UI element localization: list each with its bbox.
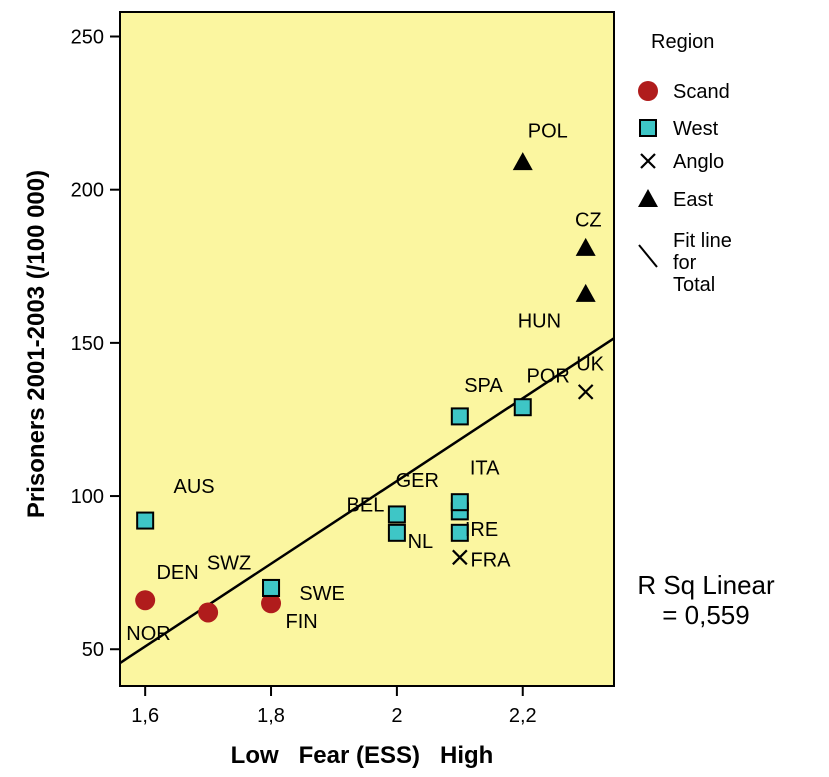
data-point-east: [575, 237, 596, 256]
legend-marker-fit-line: [638, 244, 658, 268]
legend-label: East: [673, 189, 713, 211]
legend-label: Total: [673, 274, 715, 296]
data-point-west: [136, 511, 155, 530]
point-label: NOR: [126, 623, 170, 645]
legend-label: Anglo: [673, 151, 724, 173]
data-point-scand: [261, 593, 282, 614]
point-label: POL: [528, 121, 568, 143]
data-point-scand: [135, 590, 156, 611]
data-point-west: [387, 523, 406, 542]
data-point-east: [512, 152, 533, 171]
x-tick-label: 2: [391, 705, 402, 727]
point-label: FRA: [471, 550, 512, 572]
legend-marker-anglo: [640, 153, 656, 169]
legend-label: Fit line: [673, 230, 732, 252]
data-points: [135, 152, 596, 623]
data-point-west: [450, 523, 469, 542]
data-point-anglo: [452, 549, 468, 566]
data-point-west: [450, 407, 469, 426]
x-tick-label: 1,6: [131, 705, 159, 727]
point-label: FIN: [286, 611, 318, 633]
y-tick-label: 200: [71, 180, 104, 202]
y-axis-title: Prisoners 2001-2003 (/100 000): [23, 170, 50, 518]
point-label: SPA: [464, 375, 503, 397]
point-label: SWE: [299, 583, 345, 605]
y-tick-label: 150: [71, 333, 104, 355]
legend-label: West: [673, 118, 719, 140]
point-label: UK: [576, 353, 604, 375]
point-label: ITA: [470, 458, 500, 480]
legend-label: Scand: [673, 81, 730, 103]
plot-area: [119, 11, 615, 687]
point-labels: AUS DEN SWZ NOR SWE FIN BEL GER NL ITA IRE FRA SPA PO…: [126, 121, 604, 645]
point-label: AUS: [173, 476, 214, 498]
point-label: CZ: [575, 209, 602, 231]
legend-marker-west: [639, 119, 657, 137]
x-axis: 1,6 1,8 2 2,2: [131, 686, 537, 727]
data-point-west: [387, 505, 406, 524]
point-label: HUN: [518, 311, 561, 333]
point-label: DEN: [156, 562, 198, 584]
data-point-east: [575, 283, 596, 302]
point-label: POR: [527, 366, 570, 388]
data-point-west: [262, 578, 281, 597]
point-label: NL: [408, 531, 434, 553]
point-label: SWZ: [207, 553, 251, 575]
y-tick-label: 250: [71, 27, 104, 49]
x-tick-label: 2,2: [509, 705, 537, 727]
legend-label: for: [673, 252, 697, 274]
data-point-anglo: [577, 384, 594, 400]
legend-marker-scand: [638, 81, 658, 101]
y-tick-label: 100: [71, 486, 104, 508]
data-point-west: [513, 398, 532, 417]
point-label: GER: [396, 470, 439, 492]
r-squared-text: R Sq Linear = 0,559: [637, 570, 775, 630]
data-point-scand: [198, 602, 219, 623]
y-axis: 50 100 150 200 250: [71, 27, 120, 661]
y-tick-label: 50: [82, 639, 104, 661]
point-label: BEL: [347, 494, 385, 516]
point-label: IRE: [465, 519, 498, 541]
data-point-west: [450, 493, 469, 512]
x-axis-title: Low Fear (ESS) High: [231, 742, 494, 769]
legend-marker-east: [638, 189, 658, 207]
x-tick-label: 1,8: [257, 705, 285, 727]
legend-title: Region: [651, 31, 714, 53]
